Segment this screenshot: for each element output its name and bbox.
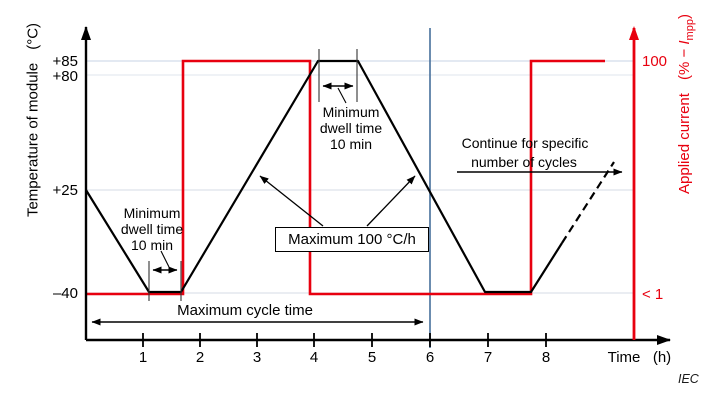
ramp-rate-arrow-left	[259, 175, 324, 227]
y-tick-plus25: +25	[52, 182, 78, 199]
x-axis-unit: (h)	[652, 349, 672, 366]
left-y-axis-title: Temperature of module (°C)	[25, 23, 42, 217]
continue-cycles-line2: number of cycles	[471, 154, 577, 170]
x-tick-label: 8	[541, 349, 551, 366]
x-axis-ticks	[142, 333, 547, 347]
hot-dwell-line2: dwell time	[319, 120, 383, 136]
temperature-trace-dashed-continuation	[561, 161, 615, 244]
continue-cycles-line1: Continue for specific	[461, 135, 589, 151]
x-tick-label: 5	[367, 349, 377, 366]
cold-dwell-line2: dwell time	[120, 221, 184, 237]
x-tick-label: 2	[195, 349, 205, 366]
x-tick-label: 6	[425, 349, 435, 366]
right-axis-title-current-symbol: I	[676, 40, 693, 45]
x-axis-label: Time	[607, 349, 641, 366]
cold-dwell-leader-line	[160, 250, 170, 268]
x-tick-label: 3	[252, 349, 262, 366]
hot-dwell-line3: 10 min	[329, 136, 373, 152]
right-axis-title-text: Applied current	[676, 93, 693, 194]
hot-dwell-annotation: Minimum dwell time 10 min	[320, 104, 382, 152]
left-axis-title-unit: (°C)	[24, 22, 42, 50]
right-axis-title-subscript: mpp	[684, 19, 696, 41]
cold-dwell-bracket	[148, 250, 182, 301]
y-tick-plus80: +80	[52, 68, 78, 85]
applied-current-trace	[86, 59, 605, 296]
right-y-axis-title: Applied current (% − Impp)	[676, 14, 696, 194]
right-axis-title-pct: (% −	[676, 44, 693, 81]
x-tick-label: 1	[138, 349, 148, 366]
max-cycle-time-label: Maximum cycle time	[177, 302, 313, 319]
x-tick-label: 7	[483, 349, 493, 366]
x-tick-label: 4	[309, 349, 319, 366]
right-tick-lt1: < 1	[642, 286, 664, 303]
max-ramp-rate-box: Maximum 100 °C/h	[275, 227, 429, 252]
hot-dwell-bracket	[318, 49, 358, 104]
hot-dwell-line1: Minimum	[322, 104, 380, 120]
temperature-trace	[85, 59, 563, 294]
hot-dwell-leader-line	[337, 87, 347, 104]
iec-credit: IEC	[678, 372, 699, 386]
left-axis-title-text: Temperature of module	[24, 62, 42, 218]
cold-dwell-line3: 10 min	[130, 237, 174, 253]
right-tick-100: 100	[642, 53, 668, 70]
y-tick-minus40: –40	[52, 285, 78, 302]
cold-dwell-annotation: Minimum dwell time 10 min	[121, 205, 183, 253]
ramp-rate-arrow-right	[366, 175, 416, 227]
cold-dwell-line1: Minimum	[123, 205, 181, 221]
y-tick-plus85: +85	[52, 53, 78, 70]
right-axis-title-close-paren: )	[676, 14, 693, 20]
